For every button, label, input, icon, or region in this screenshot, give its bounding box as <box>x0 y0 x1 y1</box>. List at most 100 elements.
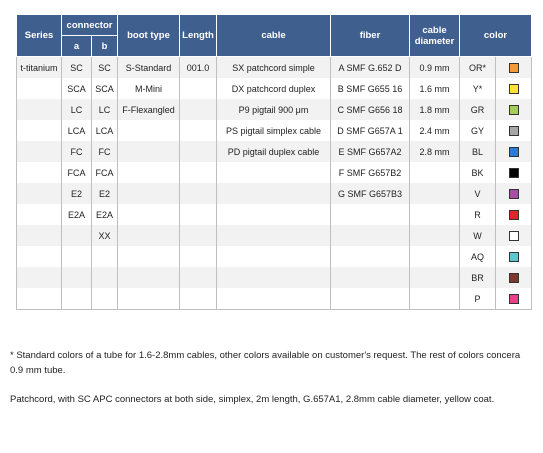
boot-type-cell <box>117 246 180 267</box>
boot-type-cell <box>117 162 180 183</box>
series-cell <box>16 99 62 120</box>
table-row: FCA FCA F SMF G657B2 BK <box>16 162 533 183</box>
fiber-cell <box>330 204 410 225</box>
cable-cell: DX patchcord duplex <box>216 78 331 99</box>
length-cell <box>179 78 217 99</box>
connector-b-cell: SCA <box>91 78 118 99</box>
connector-b-cell: E2 <box>91 183 118 204</box>
series-cell <box>16 162 62 183</box>
series-cell <box>16 141 62 162</box>
color-swatch-cell <box>495 288 533 310</box>
table-row: P <box>16 288 533 310</box>
series-cell <box>16 225 62 246</box>
table-row: FC FC PD pigtail duplex cable E SMF G657A2 2… <box>16 141 533 162</box>
connector-a-cell: SC <box>61 56 92 78</box>
color-name-cell: BL <box>459 141 496 162</box>
cable-diameter-cell <box>409 288 460 310</box>
color-name-cell: W <box>459 225 496 246</box>
boot-type-cell <box>117 120 180 141</box>
cable-diameter-cell <box>409 246 460 267</box>
length-cell <box>179 204 217 225</box>
series-cell <box>16 120 62 141</box>
boot-type-cell <box>117 183 180 204</box>
cable-cell <box>216 288 331 310</box>
standard-colors-note: * Standard colors of a tube for 1.6-2.8m… <box>10 350 521 376</box>
cable-cell <box>216 267 331 288</box>
fiber-cell: A SMF G.652 D <box>330 56 410 78</box>
table-row: XX W <box>16 225 533 246</box>
table-row: LCA LCA PS pigtail simplex cable D SMF G657… <box>16 120 533 141</box>
length-cell <box>179 120 217 141</box>
color-swatch <box>508 146 519 157</box>
header-cable: cable <box>216 14 331 57</box>
length-cell <box>179 141 217 162</box>
header-cable-diameter: cable diameter <box>409 14 460 57</box>
color-swatch-cell <box>495 246 533 267</box>
connector-a-cell: E2 <box>61 183 92 204</box>
cable-diameter-cell <box>409 225 460 246</box>
fiber-cell: E SMF G657A2 <box>330 141 410 162</box>
connector-b-cell <box>91 267 118 288</box>
color-swatch-cell <box>495 225 533 246</box>
fiber-cell: B SMF G655 16 <box>330 78 410 99</box>
fiber-cell: G SMF G657B3 <box>330 183 410 204</box>
example-note: Patchcord, with SC APC connectors at bot… <box>10 394 495 405</box>
color-name-cell: AQ <box>459 246 496 267</box>
color-swatch <box>508 188 519 199</box>
color-name-cell: GY <box>459 120 496 141</box>
cable-cell: PD pigtail duplex cable <box>216 141 331 162</box>
color-name-cell: Y* <box>459 78 496 99</box>
series-cell <box>16 267 62 288</box>
connector-b-cell: XX <box>91 225 118 246</box>
series-cell <box>16 288 62 310</box>
connector-b-cell: SC <box>91 56 118 78</box>
header-series: Series <box>16 14 62 57</box>
table-row: t-titanium SC SC S-Standard 001.0 SX patchcor… <box>16 56 533 78</box>
fiber-cell <box>330 225 410 246</box>
cable-cell <box>216 204 331 225</box>
fiber-cell <box>330 246 410 267</box>
connector-b-cell: LC <box>91 99 118 120</box>
connector-a-cell: FC <box>61 141 92 162</box>
color-swatch <box>508 209 519 220</box>
color-swatch <box>508 230 519 241</box>
connector-a-cell <box>61 225 92 246</box>
cable-diameter-cell: 0.9 mm <box>409 56 460 78</box>
boot-type-cell <box>117 288 180 310</box>
color-name-cell: P <box>459 288 496 310</box>
cable-cell: PS pigtail simplex cable <box>216 120 331 141</box>
color-name-cell: BK <box>459 162 496 183</box>
connector-b-cell <box>91 288 118 310</box>
cable-diameter-cell <box>409 162 460 183</box>
spec-table: Series connector boot type Length cable … <box>16 14 533 310</box>
boot-type-cell <box>117 225 180 246</box>
series-cell: t-titanium <box>16 56 62 78</box>
length-cell <box>179 225 217 246</box>
connector-b-cell: FCA <box>91 162 118 183</box>
header-connector: connector <box>61 14 118 36</box>
color-name-cell: OR* <box>459 56 496 78</box>
header-fiber: fiber <box>330 14 410 57</box>
cable-cell <box>216 183 331 204</box>
color-name-cell: GR <box>459 99 496 120</box>
cable-diameter-cell: 2.8 mm <box>409 141 460 162</box>
length-cell <box>179 183 217 204</box>
color-swatch-cell <box>495 162 533 183</box>
boot-type-cell <box>117 204 180 225</box>
connector-b-cell: FC <box>91 141 118 162</box>
color-swatch <box>508 62 519 73</box>
color-swatch <box>508 104 519 115</box>
color-name-cell: R <box>459 204 496 225</box>
color-swatch-cell <box>495 120 533 141</box>
length-cell <box>179 267 217 288</box>
fiber-cell: D SMF G657A 1 <box>330 120 410 141</box>
cable-diameter-cell <box>409 183 460 204</box>
series-cell <box>16 78 62 99</box>
fiber-cell <box>330 288 410 310</box>
color-swatch-cell <box>495 141 533 162</box>
cable-cell: P9 pigtail 900 μm <box>216 99 331 120</box>
cable-diameter-cell: 1.6 mm <box>409 78 460 99</box>
color-swatch <box>508 251 519 262</box>
boot-type-cell: F-Flexangled <box>117 99 180 120</box>
